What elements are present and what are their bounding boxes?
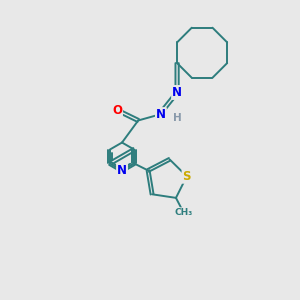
Text: CH₃: CH₃ [174,208,193,217]
Text: O: O [112,103,122,117]
Text: S: S [182,170,191,183]
Text: N: N [117,164,127,177]
Text: H: H [173,113,182,123]
Text: N: N [172,86,182,99]
Text: N: N [156,108,166,121]
